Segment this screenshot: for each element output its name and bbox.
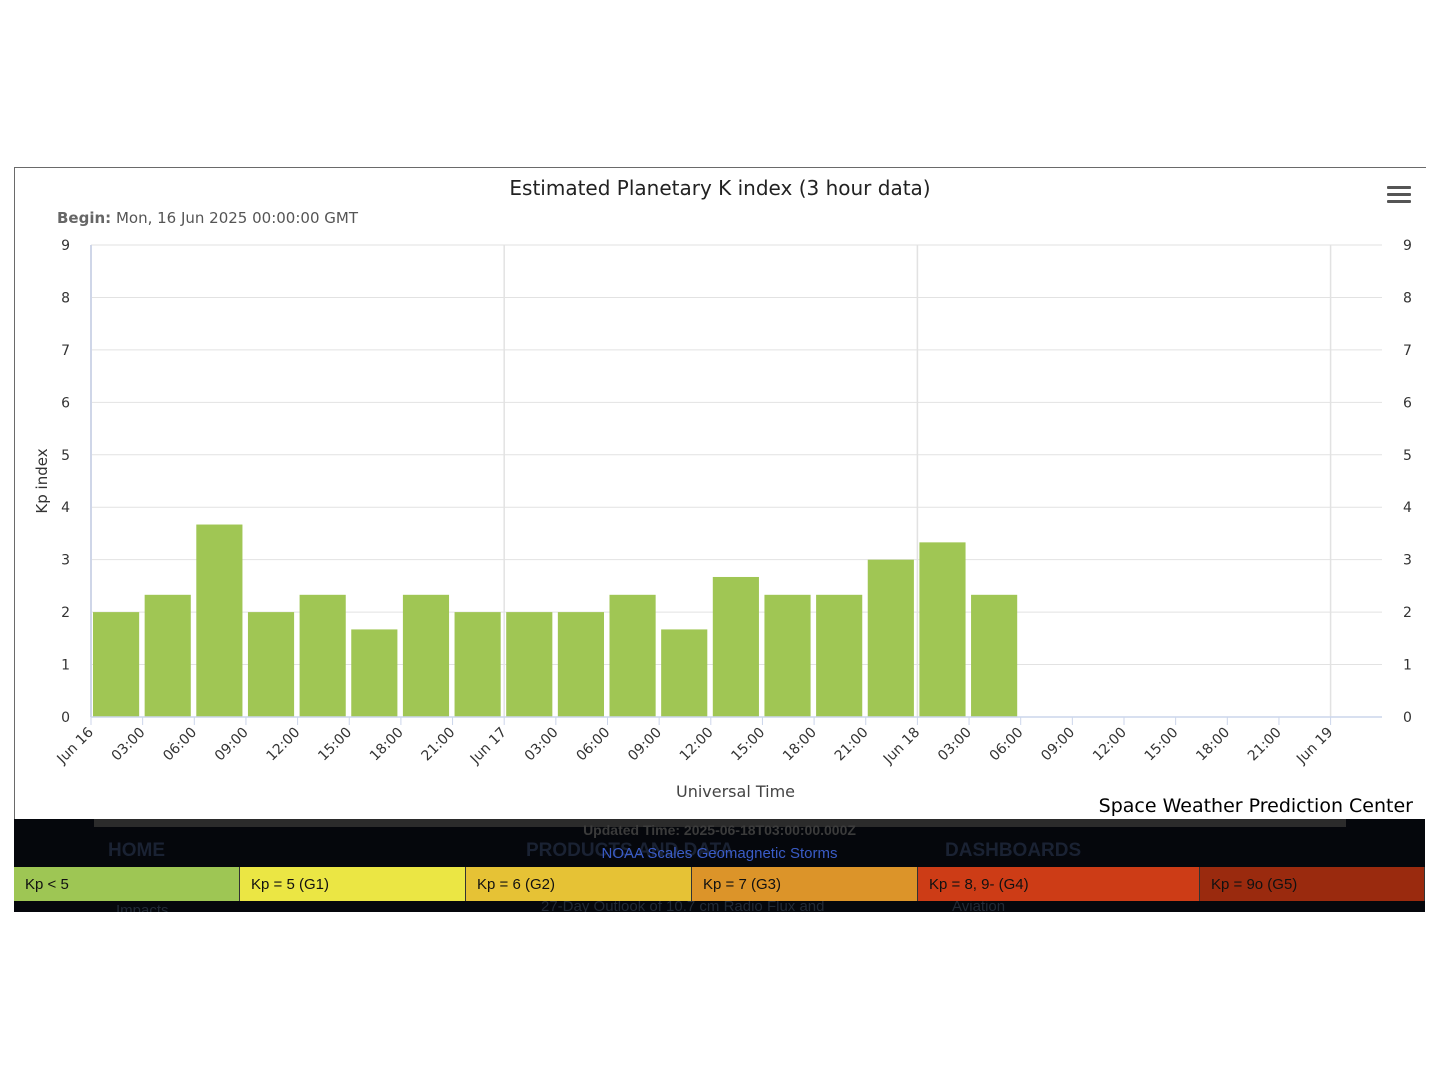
- y-tick-label-left: 3: [61, 553, 70, 569]
- x-tick-label: 15:00: [1142, 725, 1182, 765]
- kp-bar: [661, 629, 708, 717]
- kp-bar: [919, 542, 966, 717]
- y-axis-title: Kp index: [33, 448, 51, 513]
- nav-outlook[interactable]: 27-Day Outlook of 10.7 cm Radio Flux and: [541, 898, 825, 912]
- x-tick-label: 18:00: [367, 725, 407, 765]
- x-tick-label: 12:00: [264, 725, 304, 765]
- x-tick-label: 06:00: [987, 725, 1027, 765]
- x-tick-label: Jun 19: [1293, 725, 1336, 768]
- x-tick-label: Jun 18: [880, 725, 923, 768]
- scale-segment-g1: Kp = 5 (G1): [240, 867, 466, 901]
- y-tick-label-left: 9: [61, 238, 70, 254]
- update-strip: [94, 819, 1346, 827]
- y-tick-label-right: 5: [1403, 448, 1412, 464]
- kp-bar: [351, 629, 398, 717]
- y-tick-label-right: 9: [1403, 238, 1412, 254]
- y-tick-label-right: 7: [1403, 343, 1412, 359]
- chart-title: Estimated Planetary K index (3 hour data…: [509, 176, 931, 200]
- y-tick-label-left: 2: [61, 605, 70, 621]
- scale-segment-g2: Kp = 6 (G2): [466, 867, 692, 901]
- x-tick-label: 12:00: [1090, 725, 1130, 765]
- nav-impacts[interactable]: Impacts: [116, 902, 169, 912]
- kp-bar: [93, 612, 140, 717]
- kp-bar: [609, 594, 656, 717]
- x-tick-label: Jun 17: [467, 725, 510, 768]
- storm-scale-footer: Updated Time: 2025-06-18T03:00:00.000Z H…: [14, 819, 1425, 912]
- x-tick-label: 18:00: [780, 725, 820, 765]
- scale-segment-g4: Kp = 8, 9- (G4): [918, 867, 1200, 901]
- x-tick-label: 15:00: [728, 725, 768, 765]
- storm-scale-bar: Kp < 5 Kp = 5 (G1) Kp = 6 (G2) Kp = 7 (G…: [14, 867, 1425, 901]
- x-tick-label: Jun 16: [54, 724, 97, 767]
- x-tick-label: 09:00: [625, 725, 665, 765]
- x-tick-label: 03:00: [109, 725, 149, 765]
- kp-bar: [144, 594, 191, 717]
- update-time: Updated Time: 2025-06-18T03:00:00.000Z: [583, 822, 856, 838]
- x-tick-label: 21:00: [1245, 725, 1285, 765]
- x-tick-label: 09:00: [212, 725, 252, 765]
- kp-bar: [247, 612, 295, 717]
- kp-bar: [402, 594, 450, 717]
- x-tick-label: 21:00: [832, 725, 872, 765]
- x-tick-label: 03:00: [522, 725, 562, 765]
- scale-segment-kp-below-5: Kp < 5: [14, 867, 240, 901]
- kp-bar: [196, 524, 243, 717]
- y-tick-label-right: 0: [1403, 710, 1412, 726]
- kp-bar: [454, 612, 501, 717]
- y-tick-label-right: 1: [1403, 658, 1412, 674]
- y-tick-label-left: 7: [61, 343, 70, 359]
- nav-home[interactable]: HOME: [108, 840, 165, 861]
- x-tick-label: 09:00: [1038, 725, 1078, 765]
- kp-bar: [764, 594, 811, 717]
- y-tick-label-right: 6: [1403, 395, 1412, 411]
- y-tick-label-left: 4: [61, 500, 70, 516]
- chart-menu-icon[interactable]: [1387, 186, 1411, 206]
- y-tick-label-left: 1: [61, 658, 70, 674]
- begin-date: Begin: Mon, 16 Jun 2025 00:00:00 GMT: [57, 209, 358, 227]
- nav-products[interactable]: PRODUCTS AND DATA: [526, 840, 734, 861]
- credit-label: Space Weather Prediction Center: [1098, 795, 1413, 817]
- scale-segment-g5: Kp = 9o (G5): [1200, 867, 1425, 901]
- noaa-scales-link[interactable]: NOAA Scales Geomagnetic Storms: [601, 845, 838, 862]
- y-tick-label-right: 8: [1403, 290, 1412, 306]
- x-axis-title: Universal Time: [676, 782, 795, 801]
- kp-bar: [971, 594, 1018, 717]
- y-tick-label-right: 3: [1403, 553, 1412, 569]
- nav-dashboards[interactable]: DASHBOARDS: [945, 840, 1082, 861]
- kp-bar: [712, 576, 759, 717]
- kp-bar: [557, 612, 604, 717]
- y-tick-label-right: 2: [1403, 605, 1412, 621]
- x-tick-label: 18:00: [1193, 725, 1233, 765]
- y-tick-label-right: 4: [1403, 500, 1412, 516]
- y-tick-label-left: 6: [61, 395, 70, 411]
- y-tick-label-left: 8: [61, 290, 70, 306]
- kp-bar: [299, 594, 346, 717]
- x-tick-label: 21:00: [419, 725, 459, 765]
- x-tick-label: 06:00: [573, 725, 613, 765]
- kp-bar: [506, 612, 553, 717]
- x-tick-label: 06:00: [160, 725, 200, 765]
- x-tick-label: 12:00: [677, 725, 717, 765]
- nav-aviation[interactable]: Aviation: [952, 898, 1006, 912]
- kp-bar: [816, 594, 863, 717]
- kp-bar: [867, 559, 914, 717]
- begin-value: Mon, 16 Jun 2025 00:00:00 GMT: [115, 209, 358, 227]
- y-tick-label-left: 0: [61, 710, 70, 726]
- y-tick-label-left: 5: [61, 448, 70, 464]
- x-tick-label: 03:00: [935, 725, 975, 765]
- x-tick-label: 15:00: [315, 725, 355, 765]
- begin-label: Begin:: [57, 209, 112, 227]
- scale-segment-g3: Kp = 7 (G3): [692, 867, 918, 901]
